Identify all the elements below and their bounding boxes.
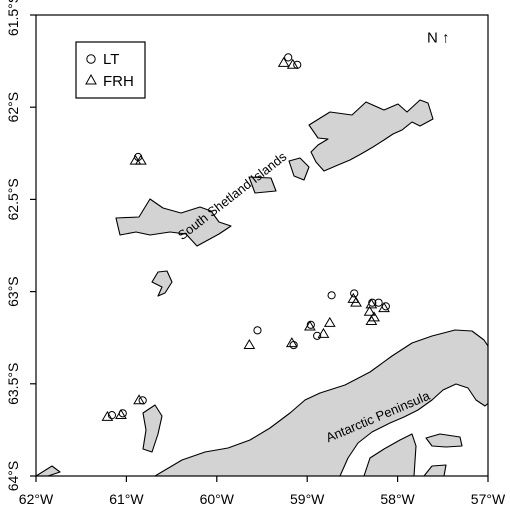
point-lt (313, 331, 322, 340)
deception-island (151, 270, 173, 297)
greenwich-island (248, 176, 277, 194)
plot-frame (35, 14, 489, 477)
point-frh (277, 56, 290, 67)
point-frh (243, 338, 256, 349)
islet-bottom-center (363, 433, 417, 476)
legend: LT FRH (75, 41, 146, 99)
point-frh (350, 296, 362, 307)
point-frh (365, 315, 378, 326)
livingston-island (115, 198, 232, 247)
point-lt (327, 291, 336, 300)
legend-circle-marker (86, 54, 96, 64)
y-tick-label: 62°S (5, 92, 21, 123)
point-lt (368, 298, 377, 307)
north-arrow: N ↑ (427, 30, 450, 47)
point-lt (284, 53, 293, 62)
antarctic-peninsula (154, 329, 488, 476)
x-tick-label: 57°W (471, 491, 506, 507)
legend-box (75, 41, 146, 99)
point-frh (286, 58, 299, 69)
point-frh (304, 320, 316, 331)
legend-label-frh: FRH (103, 73, 134, 90)
point-lt (374, 298, 383, 307)
point-frh (323, 316, 336, 327)
point-frh (317, 327, 330, 338)
point-lt (253, 326, 262, 335)
point-frh (365, 298, 378, 309)
x-tick-label: 59°W (290, 491, 325, 507)
x-tick-label: 60°W (200, 491, 235, 507)
point-frh (285, 337, 298, 348)
point-frh (378, 302, 390, 313)
point-frh (115, 409, 127, 420)
islet-southwest (142, 404, 163, 453)
annotation-south-shetland-islands: South Shetland Islands (175, 148, 290, 242)
y-tick-label: 63.5°S (5, 363, 21, 405)
islet-bottom-left (36, 465, 61, 476)
point-lt (306, 320, 315, 329)
king-george-island (308, 99, 434, 172)
sample-points (101, 53, 390, 421)
x-tick-label: 58°W (380, 491, 415, 507)
y-axis: 61.5°S 62°S 62.5°S 63°S 63.5°S 64°S (5, 0, 36, 491)
y-tick-label: 61.5°S (5, 0, 21, 36)
y-tick-label: 62.5°S (5, 178, 21, 220)
y-tick-label: 63°S (5, 276, 21, 307)
point-frh (363, 305, 376, 316)
point-lt (350, 289, 359, 298)
robert-island (288, 157, 310, 181)
y-tick-label: 64°S (5, 461, 21, 492)
islet-right (425, 433, 463, 448)
islet-bottom-right (423, 464, 447, 476)
x-tick-label: 61°W (109, 491, 144, 507)
point-frh (134, 154, 147, 165)
land-layer (36, 99, 488, 476)
x-tick-label: 62°W (19, 491, 54, 507)
legend-triangle-marker (85, 73, 97, 85)
point-frh (101, 410, 114, 421)
point-frh (133, 394, 145, 405)
legend-label-lt: LT (103, 51, 119, 68)
x-axis: 62°W 61°W 60°W 59°W 58°W 57°W (19, 476, 506, 507)
